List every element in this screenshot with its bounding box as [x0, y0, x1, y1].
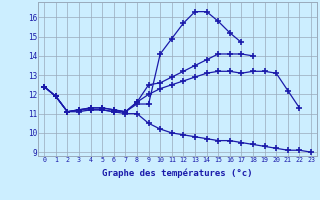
X-axis label: Graphe des températures (°c): Graphe des températures (°c)	[102, 169, 253, 178]
